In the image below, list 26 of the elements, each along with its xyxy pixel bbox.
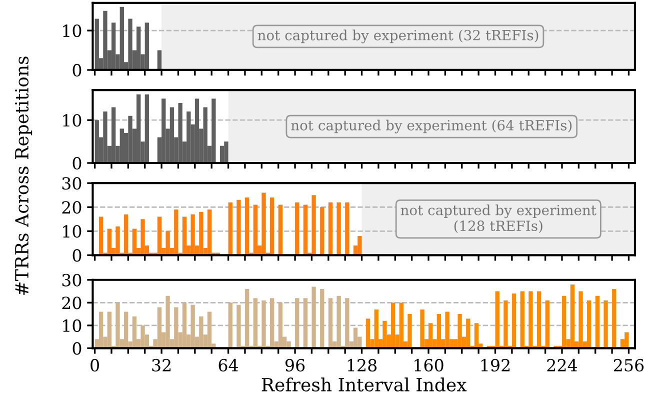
y-tick-label: 0 [72,156,82,170]
y-axis-title: #TRRs Across Repetitions [15,56,32,295]
y-tick-label: 20 [62,296,82,310]
y-tick-label: 10 [63,24,82,38]
band-label: not captured by experiment (128 tREFIs) [400,204,596,234]
y-tick-label: 30 [62,274,82,286]
band-label: not captured by experiment (64 tREFIs) [291,120,572,134]
band-label: not captured by experiment (32 tREFIs) [258,30,538,44]
x-tick-label: 64 [218,358,238,372]
y-tick-label: 0 [72,249,82,262]
x-tick-label: 224 [547,358,578,372]
x-tick-label: 96 [285,358,305,372]
y-tick-label: 10 [63,319,82,332]
y-tick-label: 20 [62,201,82,214]
x-tick-label: 0 [90,358,99,372]
y-tick-label: 0 [72,64,82,77]
y-tick-label: 10 [63,114,82,127]
y-tick-label: 0 [72,342,82,355]
x-tick-label: 32 [152,358,171,372]
y-tick-label: 10 [63,225,82,238]
x-tick-label: 128 [348,358,377,372]
x-tick-label: 256 [614,358,644,372]
y-tick-label: 30 [62,177,82,190]
x-tick-label: 192 [481,358,510,372]
x-tick-label: 160 [414,358,444,372]
x-axis-title: Refresh Interval Index [262,378,467,392]
